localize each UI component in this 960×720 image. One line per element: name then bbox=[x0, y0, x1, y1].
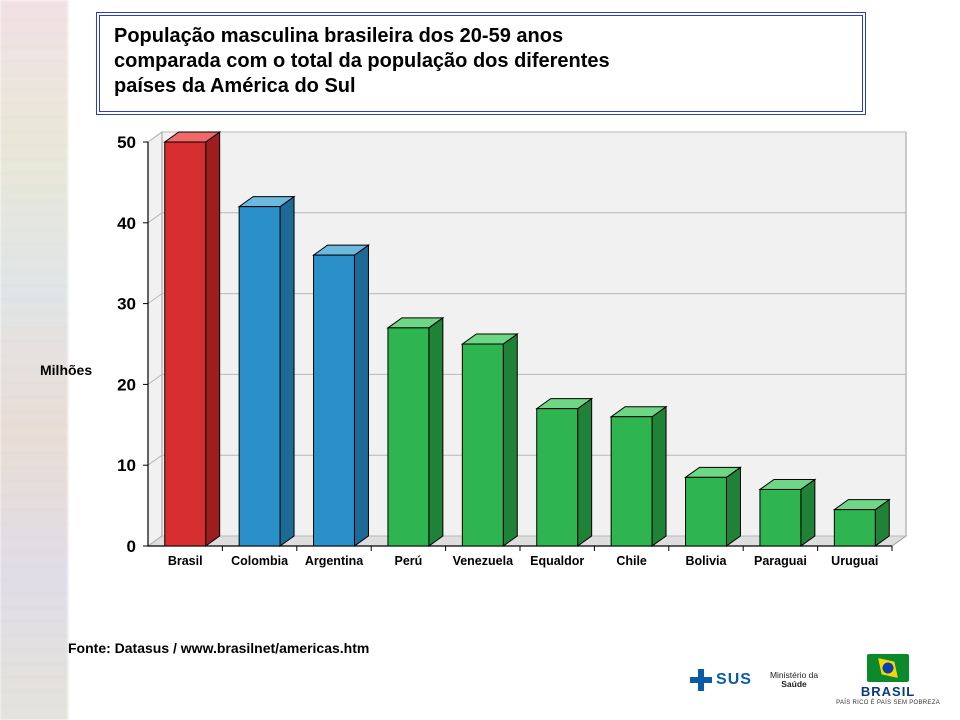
brasil-text: BRASIL bbox=[861, 684, 915, 699]
chart: Milhões 01020304050 BrasilColombiaArgent… bbox=[40, 130, 920, 620]
brasil-subtext: PAÍS RICO É PAÍS SEM POBREZA bbox=[836, 700, 940, 706]
x-label: Paraguai bbox=[754, 554, 807, 568]
x-label: Venezuela bbox=[453, 554, 513, 568]
slide: População masculina brasileira dos 20-59… bbox=[0, 0, 960, 720]
title-line-1: População masculina brasileira dos 20-59… bbox=[114, 24, 848, 49]
ministry-text: Ministério daSaúde bbox=[770, 671, 818, 689]
x-label: Brasil bbox=[168, 554, 203, 568]
source-text: Fonte: Datasus / www.brasilnet/americas.… bbox=[68, 640, 369, 656]
plus-icon bbox=[690, 669, 712, 691]
sus-logo: SUS bbox=[690, 669, 752, 691]
brazil-flag-icon bbox=[867, 654, 909, 682]
title-box: População masculina brasileira dos 20-59… bbox=[96, 12, 866, 115]
x-label: Colombia bbox=[231, 554, 288, 568]
x-label: Argentina bbox=[305, 554, 363, 568]
x-label: Uruguai bbox=[831, 554, 878, 568]
brasil-logo: BRASIL PAÍS RICO É PAÍS SEM POBREZA bbox=[836, 654, 940, 706]
sus-text: SUS bbox=[716, 671, 752, 689]
x-label: Perú bbox=[394, 554, 422, 568]
x-label: Bolivia bbox=[686, 554, 727, 568]
x-axis-labels: Brasil Colombia Argentina Perú Venezuela Equa… bbox=[40, 130, 920, 620]
x-label: Chile bbox=[616, 554, 647, 568]
title-line-2: comparada com o total da população dos d… bbox=[114, 49, 848, 74]
x-label: Equaldor bbox=[530, 554, 584, 568]
logo-area: SUS Ministério daSaúde BRASIL PAÍS RICO … bbox=[690, 654, 940, 706]
title-line-3: países da América do Sul bbox=[114, 74, 848, 99]
